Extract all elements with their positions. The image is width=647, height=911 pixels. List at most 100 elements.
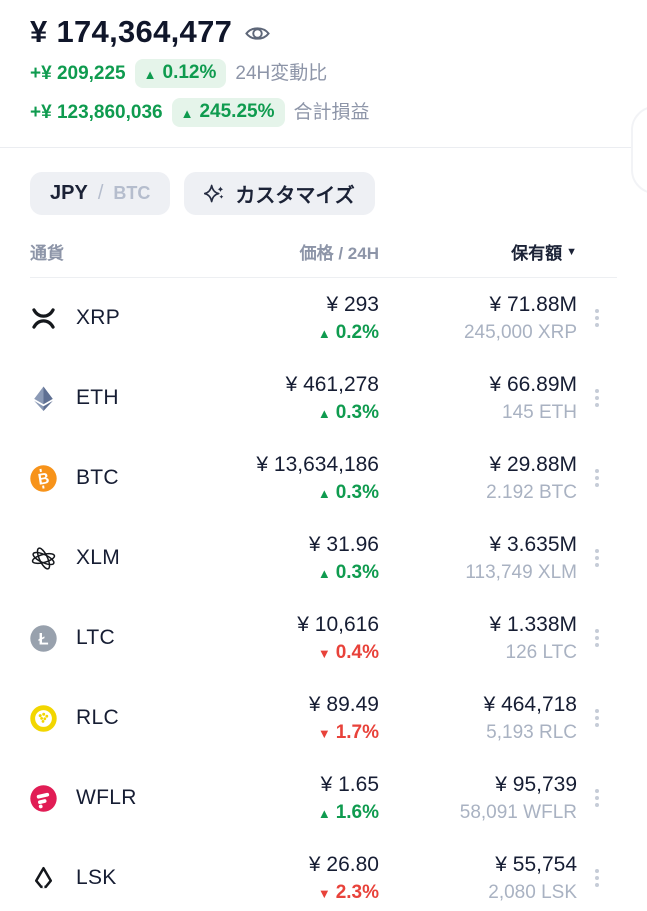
change-percent: 0.3% [335, 481, 379, 503]
change-24h-amount: +¥ 209,225 [30, 62, 126, 84]
up-arrow-icon [318, 323, 331, 342]
section-divider [0, 147, 647, 148]
coin-price: ¥ 89.49 [308, 692, 379, 716]
down-arrow-icon [318, 643, 331, 662]
coin-row-wflr[interactable]: WFLR ¥ 1.65 1.6% ¥ 95,739 58,091 WFLR [30, 758, 617, 838]
price-cell: ¥ 89.49 1.7% [219, 693, 379, 744]
down-arrow-icon [318, 883, 331, 902]
row-menu-button[interactable] [577, 389, 617, 407]
coin-row-lsk[interactable]: LSK ¥ 26.80 2.3% ¥ 55,754 2,080 LSK [30, 838, 617, 911]
coin-row-ltc[interactable]: Ł LTC ¥ 10,616 0.4% ¥ 1.338M 126 LTC [30, 598, 617, 678]
row-menu-button[interactable] [577, 789, 617, 807]
sparkle-icon [204, 183, 226, 205]
up-arrow-icon [318, 803, 331, 822]
coin-change-24h: 0.4% [318, 642, 379, 664]
holdings-amount: 113,749 XLM [465, 561, 577, 583]
price-cell: ¥ 13,634,186 0.3% [219, 453, 379, 504]
coin-name-cell: LSK [30, 865, 219, 892]
total-pl-badge: 245.25% [171, 98, 285, 127]
coin-row-xrp[interactable]: XRP ¥ 293 0.2% ¥ 71.88M 245,000 XRP [30, 278, 617, 358]
coin-row-btc[interactable]: B BTC ¥ 13,634,186 0.3% ¥ 29.88M 2.192 B… [30, 438, 617, 518]
coin-symbol: WFLR [76, 786, 137, 809]
coin-change-24h: 0.3% [318, 402, 379, 424]
svg-text:B: B [37, 470, 51, 489]
holdings-cell: ¥ 95,739 58,091 WFLR [379, 773, 577, 824]
holdings-cell: ¥ 29.88M 2.192 BTC [379, 453, 577, 504]
total-pl-row: +¥ 123,860,036 245.25% 合計損益 [30, 98, 617, 127]
btc-logo-icon: B [30, 464, 57, 492]
coin-change-24h: 1.7% [318, 722, 379, 744]
row-menu-button[interactable] [577, 549, 617, 567]
holdings-amount: 2,080 LSK [488, 881, 577, 903]
total-pl-amount: +¥ 123,860,036 [30, 101, 163, 123]
coin-change-24h: 0.2% [318, 322, 379, 344]
row-menu-button[interactable] [577, 309, 617, 327]
currency-toggle-jpy[interactable]: JPY [50, 182, 88, 204]
coin-name-cell: XRP [30, 305, 219, 332]
customize-label: カスタマイズ [235, 185, 355, 207]
controls-bar: JPY / BTC カスタマイズ [0, 148, 647, 215]
column-header-price[interactable]: 価格 / 24H [299, 244, 379, 263]
holdings-cell: ¥ 464,718 5,193 RLC [379, 693, 577, 744]
coin-symbol: XRP [76, 306, 121, 329]
holdings-cell: ¥ 55,754 2,080 LSK [379, 853, 577, 904]
down-arrow-icon [318, 723, 331, 742]
coin-name-cell: RLC [30, 704, 219, 732]
coin-price: ¥ 26.80 [308, 852, 379, 876]
price-cell: ¥ 293 0.2% [219, 293, 379, 344]
change-24h-label: 24H変動比 [235, 62, 328, 84]
row-menu-button[interactable] [577, 469, 617, 487]
edge-floating-widget[interactable] [631, 106, 647, 194]
coin-symbol: XLM [76, 546, 121, 569]
holdings-value: ¥ 1.338M [489, 612, 577, 636]
price-cell: ¥ 31.96 0.3% [219, 533, 379, 584]
change-percent: 1.6% [335, 801, 379, 823]
row-menu-button[interactable] [577, 629, 617, 647]
up-arrow-icon [318, 563, 331, 582]
coin-row-xlm[interactable]: XLM ¥ 31.96 0.3% ¥ 3.635M 113,749 XLM [30, 518, 617, 598]
coin-price: ¥ 293 [326, 292, 379, 316]
holdings-label: 保有額 [511, 244, 563, 263]
xrp-logo-icon [30, 305, 57, 332]
holdings-value: ¥ 55,754 [495, 852, 577, 876]
holdings-amount: 145 ETH [502, 401, 577, 423]
customize-button[interactable]: カスタマイズ [184, 172, 375, 215]
holdings-value: ¥ 464,718 [483, 692, 577, 716]
coin-name-cell: XLM [30, 545, 219, 572]
holdings-cell: ¥ 1.338M 126 LTC [379, 613, 577, 664]
total-balance: ¥ 174,364,477 [30, 14, 233, 49]
xlm-logo-icon [30, 545, 57, 572]
up-arrow-icon [318, 483, 331, 502]
coin-name-cell: WFLR [30, 784, 219, 812]
eye-icon[interactable] [244, 20, 271, 47]
change-24h-row: +¥ 209,225 0.12% 24H変動比 [30, 59, 617, 88]
price-cell: ¥ 461,278 0.3% [219, 373, 379, 424]
holdings-value: ¥ 29.88M [489, 452, 577, 476]
change-percent: 0.3% [335, 561, 379, 583]
price-cell: ¥ 1.65 1.6% [219, 773, 379, 824]
change-percent: 2.3% [335, 881, 379, 903]
coin-change-24h: 0.3% [318, 562, 379, 584]
holdings-value: ¥ 3.635M [489, 532, 577, 556]
total-pl-label: 合計損益 [293, 101, 370, 123]
row-menu-button[interactable] [577, 709, 617, 727]
coin-row-rlc[interactable]: RLC ¥ 89.49 1.7% ¥ 464,718 5,193 RLC [30, 678, 617, 758]
table-header-divider [30, 277, 617, 278]
currency-toggle[interactable]: JPY / BTC [30, 172, 171, 215]
price-cell: ¥ 10,616 0.4% [219, 613, 379, 664]
coin-name-cell: Ł LTC [30, 624, 219, 652]
currency-toggle-separator: / [97, 182, 104, 204]
coin-price: ¥ 461,278 [285, 372, 379, 396]
change-percent: 0.2% [335, 321, 379, 343]
coin-row-eth[interactable]: ETH ¥ 461,278 0.3% ¥ 66.89M 145 ETH [30, 358, 617, 438]
up-arrow-icon [181, 103, 194, 122]
total-pl-percent: 245.25% [199, 101, 275, 122]
coin-table-header: 通貨 価格 / 24H 保有額 ▼ [30, 239, 617, 264]
row-menu-button[interactable] [577, 869, 617, 887]
up-arrow-icon [144, 64, 157, 83]
column-header-holdings[interactable]: 保有額 ▼ [379, 239, 577, 264]
currency-toggle-btc[interactable]: BTC [113, 183, 151, 203]
up-arrow-icon [318, 403, 331, 422]
holdings-cell: ¥ 66.89M 145 ETH [379, 373, 577, 424]
